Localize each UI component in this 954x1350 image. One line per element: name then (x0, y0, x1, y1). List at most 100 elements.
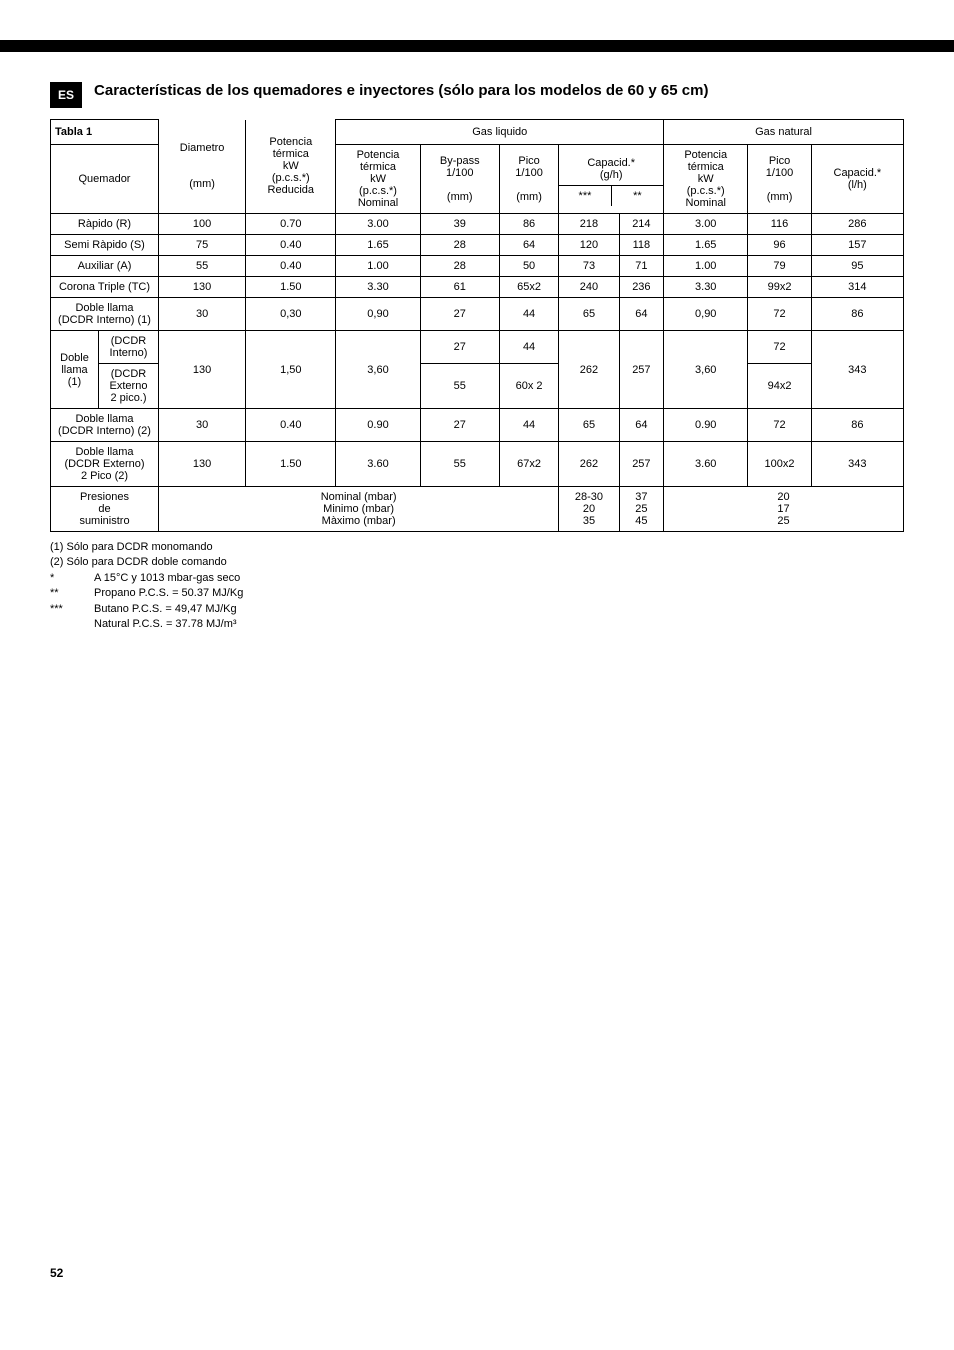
cell: 94x2 (748, 364, 811, 409)
cell: 240 (559, 277, 619, 298)
cell: 86 (811, 409, 903, 442)
col-diametro-top: Diametro (180, 142, 225, 154)
col-pot-red: Potencia térmica kW (p.c.s.*)Reducida (246, 120, 336, 214)
col-pot-nom-bot: Nominal (358, 197, 398, 209)
cell: 314 (811, 277, 903, 298)
col-pot-red-top: Potencia térmica kW (p.c.s.*) (269, 136, 312, 184)
row-doble-int1: Doble llama (DCDR Interno) (1) 30 0,30 0… (51, 298, 904, 331)
cell: 0.40 (246, 235, 336, 256)
col-capac-top: Capacid.* (g/h) (559, 153, 663, 186)
cell: 73 (559, 256, 619, 277)
footnote-mark: * (50, 571, 94, 586)
page-number: 52 (50, 1266, 63, 1280)
row-corona: Corona Triple (TC) 130 1.50 3.30 61 65x2… (51, 277, 904, 298)
footnote-mark: ** (50, 586, 94, 601)
cell: 116 (748, 214, 811, 235)
spec-table: Tabla 1 Diametro (mm) Potencia térmica kW… (50, 119, 904, 532)
cell: 1.00 (664, 256, 748, 277)
col-bypass: By-pass 1/100(mm) (420, 145, 499, 214)
cell: 1.00 (336, 256, 420, 277)
cell: 20 17 25 (664, 487, 904, 532)
col-capac-r: ** (612, 186, 663, 206)
cell: 262 (559, 331, 619, 409)
footnote: Natural P.C.S. = 37.78 MJ/m³ (50, 617, 904, 632)
cell: 3,60 (336, 331, 420, 409)
footnote: **Propano P.C.S. = 50.37 MJ/Kg (50, 586, 904, 601)
cell: 157 (811, 235, 903, 256)
cell: 39 (420, 214, 499, 235)
cell: Corona Triple (TC) (51, 277, 159, 298)
cell: Nominal (mbar) Minimo (mbar) Màximo (mba… (159, 487, 559, 532)
cell: Auxiliar (A) (51, 256, 159, 277)
cell: 214 (619, 214, 663, 235)
cell: 3.60 (336, 442, 420, 487)
cell: 55 (159, 256, 246, 277)
cell: 3.60 (664, 442, 748, 487)
cell: Presiones de suministro (51, 487, 159, 532)
cell: 64 (619, 298, 663, 331)
col-pot-nom: Potencia térmica kW (p.c.s.*)Nominal (336, 145, 420, 214)
cell: 72 (748, 409, 811, 442)
cell: 44 (499, 409, 558, 442)
cell: 44 (499, 298, 558, 331)
cell: 3.00 (664, 214, 748, 235)
cell: 28 (420, 235, 499, 256)
cell: 1.50 (246, 442, 336, 487)
cell: 0.90 (336, 409, 420, 442)
footnote-mark (50, 617, 94, 632)
cell: 28 (420, 256, 499, 277)
cell: 96 (748, 235, 811, 256)
cell: 27 (420, 331, 499, 364)
row-doble1-int: Doble llama (1) (DCDR Interno) 130 1,50 … (51, 331, 904, 364)
cell: 60x 2 (499, 364, 558, 409)
col-diametro-bot: (mm) (189, 178, 215, 190)
cell: 118 (619, 235, 663, 256)
cell: 64 (619, 409, 663, 442)
cell: 3.00 (336, 214, 420, 235)
cell: 61 (420, 277, 499, 298)
col-nat-pico-top: Pico 1/100 (766, 155, 794, 179)
cell: 99x2 (748, 277, 811, 298)
cell: 27 (420, 409, 499, 442)
col-nat-pot-top: Potencia térmica kW (p.c.s.*) (684, 149, 727, 197)
footnote-text: A 15°C y 1013 mbar-gas seco (94, 571, 240, 586)
table-label: Tabla 1 (51, 120, 159, 145)
cell: 0,30 (246, 298, 336, 331)
cell: 100 (159, 214, 246, 235)
cell: 100x2 (748, 442, 811, 487)
col-nat-pico-bot: (mm) (767, 191, 793, 203)
cell: 55 (420, 442, 499, 487)
cell: 3.30 (664, 277, 748, 298)
row-rapido: Ràpido (R) 100 0.70 3.00 39 86 218 214 3… (51, 214, 904, 235)
cell: 3,60 (664, 331, 748, 409)
cell: 64 (499, 235, 558, 256)
cell: 130 (159, 277, 246, 298)
footnote: *A 15°C y 1013 mbar-gas seco (50, 571, 904, 586)
cell: 1.50 (246, 277, 336, 298)
col-pico-bot: (mm) (516, 191, 542, 203)
cell: 86 (811, 298, 903, 331)
footnote-text: Natural P.C.S. = 37.78 MJ/m³ (94, 617, 237, 632)
row-doble-int2: Doble llama (DCDR Interno) (2) 30 0.40 0… (51, 409, 904, 442)
col-nat-pot-bot: Nominal (686, 197, 726, 209)
cell: 0.40 (246, 409, 336, 442)
cell: Doble llama (DCDR Externo) 2 Pico (2) (51, 442, 159, 487)
cell: 65x2 (499, 277, 558, 298)
cell: 0.40 (246, 256, 336, 277)
footnote-mark: *** (50, 602, 94, 617)
cell: Semi Ràpido (S) (51, 235, 159, 256)
col-diametro: Diametro (mm) (159, 120, 246, 214)
col-nat-pico: Pico 1/100 (mm) (748, 145, 811, 214)
footnote-text: Propano P.C.S. = 50.37 MJ/Kg (94, 586, 243, 601)
col-nat-capac: Capacid.* (l/h) (811, 145, 903, 214)
cell: 86 (499, 214, 558, 235)
group-gas-liquido: Gas liquido (336, 120, 664, 145)
group-gas-natural: Gas natural (664, 120, 904, 145)
cell: 0,90 (336, 298, 420, 331)
cell: 67x2 (499, 442, 558, 487)
cell: Doble llama (DCDR Interno) (2) (51, 409, 159, 442)
cell: 120 (559, 235, 619, 256)
cell: 1.65 (664, 235, 748, 256)
cell: 65 (559, 298, 619, 331)
cell: Ràpido (R) (51, 214, 159, 235)
